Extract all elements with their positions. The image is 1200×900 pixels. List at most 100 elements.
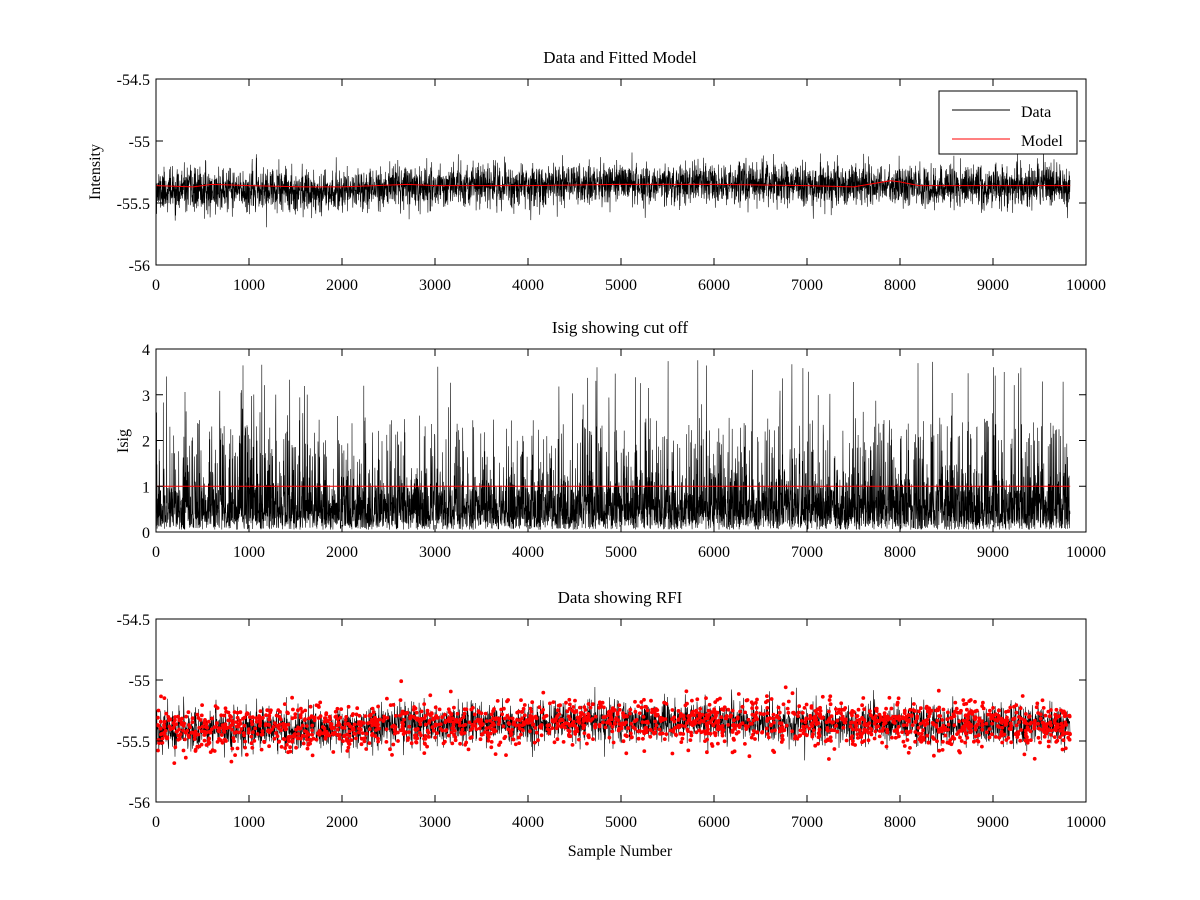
rfi-point xyxy=(720,707,724,712)
rfi-point xyxy=(707,702,712,707)
rfi-point xyxy=(415,727,420,731)
rfi-point xyxy=(480,732,484,737)
rfi-point xyxy=(484,719,489,724)
rfi-point xyxy=(164,736,169,741)
y-tick-label: -54.5 xyxy=(117,612,150,629)
rfi-point xyxy=(355,706,360,711)
rfi-point xyxy=(196,716,201,720)
rfi-point xyxy=(586,716,591,721)
rfi-point xyxy=(1024,712,1028,716)
rfi-point xyxy=(642,749,647,753)
rfi-point xyxy=(649,728,653,732)
rfi-point xyxy=(1064,723,1068,727)
rfi-point xyxy=(243,739,248,744)
rfi-point xyxy=(849,720,853,725)
rfi-point xyxy=(854,727,859,732)
rfi-point xyxy=(474,727,479,731)
rfi-point xyxy=(1062,714,1067,719)
rfi-point xyxy=(722,739,727,744)
rfi-point xyxy=(261,715,265,720)
rfi-point xyxy=(628,707,633,712)
rfi-point xyxy=(493,729,498,733)
rfi-point xyxy=(249,741,254,746)
rfi-point xyxy=(936,727,941,732)
rfi-point xyxy=(997,735,1002,740)
rfi-point xyxy=(358,723,363,728)
rfi-point xyxy=(337,736,342,741)
rfi-point xyxy=(859,735,864,739)
rfi-point xyxy=(430,725,435,730)
rfi-point xyxy=(1046,739,1051,744)
rfi-point xyxy=(679,740,684,744)
rfi-point xyxy=(650,707,655,712)
rfi-point xyxy=(685,701,689,706)
rfi-point xyxy=(770,729,774,733)
rfi-point xyxy=(776,705,781,710)
rfi-point xyxy=(865,729,870,734)
rfi-point xyxy=(769,697,774,701)
rfi-point xyxy=(917,737,922,741)
rfi-point xyxy=(239,727,244,731)
rfi-point xyxy=(810,721,815,726)
rfi-point xyxy=(307,716,311,721)
rfi-point xyxy=(246,727,251,732)
rfi-point xyxy=(681,713,686,718)
rfi-point xyxy=(222,737,227,742)
rfi-point xyxy=(591,737,595,741)
rfi-point xyxy=(975,738,980,743)
rfi-point xyxy=(765,711,770,716)
rfi-point xyxy=(908,707,913,712)
rfi-point xyxy=(1000,740,1005,745)
rfi-point xyxy=(686,748,691,753)
rfi-point xyxy=(607,735,612,740)
rfi-point xyxy=(730,723,735,728)
x-tick-label: 1000 xyxy=(233,814,265,831)
rfi-point xyxy=(190,720,195,724)
rfi-point xyxy=(1049,723,1053,728)
rfi-point xyxy=(391,742,396,747)
rfi-point xyxy=(962,728,967,732)
rfi-point xyxy=(616,718,621,723)
rfi-point xyxy=(303,729,307,733)
rfi-point xyxy=(603,715,608,719)
rfi-point xyxy=(346,704,351,709)
rfi-point xyxy=(345,749,350,753)
rfi-point xyxy=(356,730,361,735)
rfi-point xyxy=(162,730,167,735)
rfi-point xyxy=(556,723,561,728)
rfi-point xyxy=(550,719,555,723)
rfi-point xyxy=(706,713,711,718)
rfi-point xyxy=(156,715,160,720)
rfi-point xyxy=(422,736,426,741)
rfi-point xyxy=(479,711,484,716)
rfi-point xyxy=(751,702,755,706)
rfi-point xyxy=(522,703,527,707)
rfi-point xyxy=(986,712,990,717)
rfi-point xyxy=(935,718,940,723)
rfi-point xyxy=(561,740,566,744)
rfi-point xyxy=(752,729,756,733)
rfi-point xyxy=(315,731,320,736)
rfi-point xyxy=(158,726,163,731)
rfi-point xyxy=(493,717,497,721)
rfi-point xyxy=(1032,756,1037,761)
rfi-point xyxy=(219,713,224,718)
rfi-point xyxy=(296,725,300,730)
rfi-point xyxy=(242,733,247,738)
rfi-point xyxy=(1052,718,1057,723)
rfi-point xyxy=(940,748,945,752)
rfi-point xyxy=(802,728,807,732)
rfi-point xyxy=(296,732,301,736)
rfi-point xyxy=(641,715,646,719)
rfi-point xyxy=(195,744,200,749)
rfi-point xyxy=(324,712,328,717)
rfi-point xyxy=(585,741,589,746)
rfi-point xyxy=(489,745,494,750)
rfi-point xyxy=(844,738,849,743)
rfi-point xyxy=(980,744,984,749)
rfi-point xyxy=(1034,705,1039,710)
rfi-point xyxy=(976,733,981,738)
rfi-point xyxy=(925,718,930,722)
rfi-point xyxy=(755,730,760,735)
